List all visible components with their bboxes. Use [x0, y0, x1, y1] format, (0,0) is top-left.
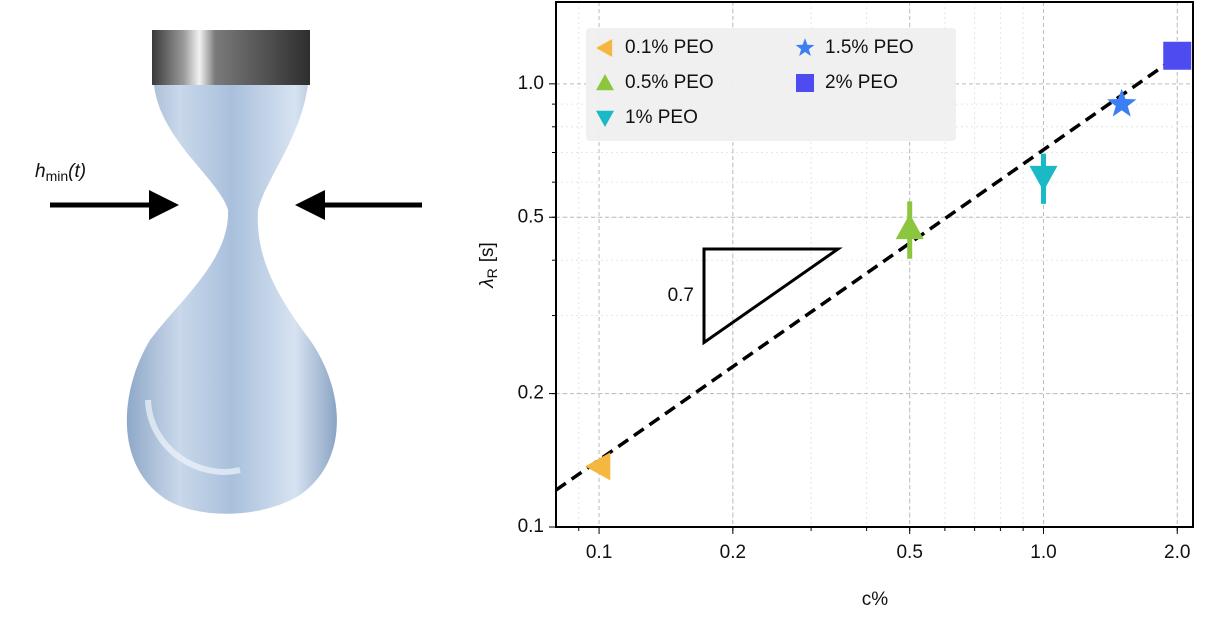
slope-triangle — [704, 249, 838, 343]
x-tick-label: 2.0 — [1164, 542, 1190, 563]
hmin-label: hmin(t) — [35, 161, 86, 184]
legend-label: 2% PEO — [825, 72, 898, 93]
x-tick-label: 0.2 — [720, 542, 746, 563]
droplet-illustration: hmin(t) — [35, 30, 422, 514]
y-tick-label: 0.5 — [518, 206, 544, 227]
data-point — [585, 452, 610, 480]
y-axis-label: λR[s] — [477, 242, 500, 289]
legend-label: 1% PEO — [625, 107, 698, 128]
y-tick-label: 1.0 — [518, 73, 544, 94]
y-tick-label: 0.2 — [518, 383, 544, 404]
y-tick-label: 0.1 — [518, 516, 544, 537]
x-axis-label: c% — [862, 589, 889, 610]
slope-label: 0.7 — [668, 285, 694, 306]
chart: 0.1 0.2 0.5 1.0 2.0 0.1 0.2 0.5 1.0 0.7 0.1% PEO 0.… — [518, 2, 1193, 563]
droplet — [127, 85, 337, 514]
data-point — [1107, 89, 1136, 117]
x-tick-label: 0.1 — [586, 542, 612, 563]
legend-marker — [796, 74, 814, 92]
legend-label: 0.5% PEO — [625, 72, 714, 93]
nozzle — [152, 30, 310, 85]
legend-label: 1.5% PEO — [825, 37, 914, 58]
x-tick-label: 1.0 — [1030, 542, 1056, 563]
data-point — [1029, 166, 1057, 191]
page: {"illustration": {"label_symbol": "h", "… — [0, 0, 1207, 618]
legend-label: 0.1% PEO — [625, 37, 714, 58]
x-tick-label: 0.5 — [896, 542, 922, 563]
figure: hmin(t) 0.10.20.51.02.00.10.20.51.00.70.… — [0, 0, 1207, 613]
data-point — [1163, 42, 1191, 70]
